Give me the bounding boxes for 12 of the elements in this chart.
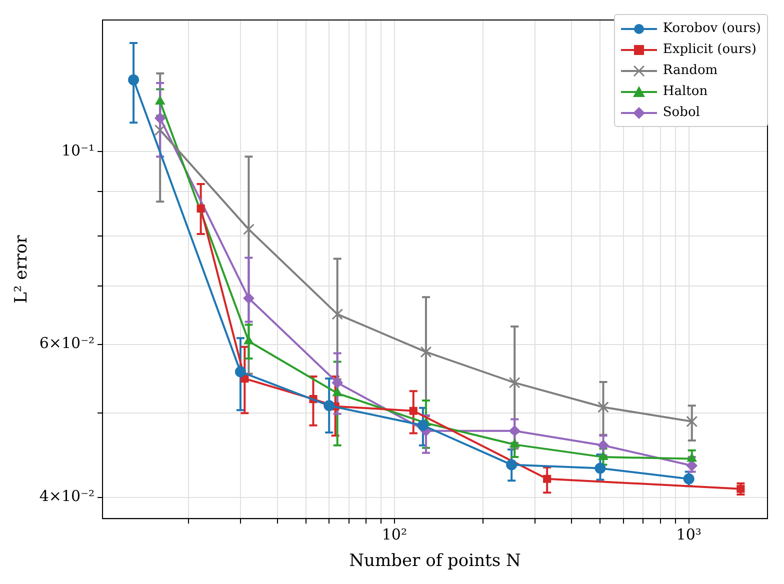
y-axis-title: L² error [12, 234, 32, 304]
legend-label: Random [662, 63, 718, 78]
legend-label: Explicit (ours) [662, 42, 756, 57]
y-tick-label: 4×10⁻² [39, 487, 95, 506]
legend-label: Sobol [662, 105, 700, 120]
y-tick-label: 10⁻¹ [62, 142, 95, 160]
legend-label: Halton [662, 84, 708, 99]
y-tick-label: 6×10⁻² [39, 334, 95, 352]
x-axis-title: Number of points N [349, 551, 521, 572]
legend-label: Korobov (ours) [662, 21, 761, 36]
x-tick-label: 10² [382, 525, 407, 544]
x-tick-label: 10³ [676, 525, 702, 544]
